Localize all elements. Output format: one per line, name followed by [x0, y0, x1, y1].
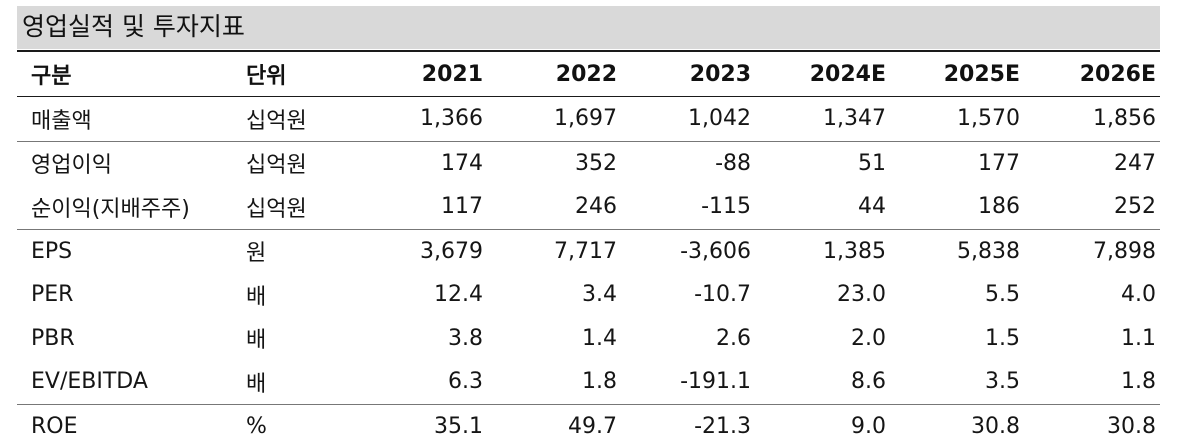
table-row: EPS 원 3,679 7,717 -3,606 1,385 5,838 7,8… — [17, 228, 1160, 273]
value-cell: 30.8 — [1024, 403, 1160, 448]
value-cell: 3.4 — [582, 282, 617, 308]
value-cell: 1.5 — [985, 325, 1020, 351]
value-cell: 1.8 — [1121, 369, 1156, 395]
value-cell: 352 — [487, 140, 621, 185]
value-cell: 5.5 — [985, 282, 1020, 308]
value-cell: 1,697 — [554, 106, 617, 132]
value-cell: 3,679 — [342, 228, 487, 273]
value-cell: -3,606 — [621, 228, 755, 273]
table-row: 매출액 십억원 1,366 1,697 1,042 1,347 1,570 1,… — [17, 97, 1160, 142]
value-cell: -21.3 — [621, 403, 755, 448]
row-unit: 배 — [246, 284, 267, 310]
value-cell: -88 — [621, 140, 755, 185]
value-cell: 117 — [441, 194, 483, 220]
value-cell: 2.0 — [851, 325, 886, 351]
value-cell: 3.8 — [448, 325, 483, 351]
value-cell: 30.8 — [890, 403, 1024, 448]
value-cell: 186 — [978, 194, 1020, 220]
row-label: EV/EBITDA — [31, 369, 148, 395]
value-cell: 177 — [890, 140, 1024, 185]
value-cell: 6.3 — [448, 369, 483, 395]
value-cell: 174 — [342, 140, 487, 185]
value-cell: 5,838 — [890, 228, 1024, 273]
value-cell: 51 — [755, 140, 890, 185]
row-label: PBR — [31, 325, 75, 351]
value-cell: 1,042 — [688, 106, 751, 132]
header-unit: 단위 — [230, 50, 342, 97]
row-unit: 원 — [230, 228, 342, 273]
table-title: 영업실적 및 투자지표 — [17, 6, 1160, 49]
row-unit: 십억원 — [246, 196, 307, 222]
value-cell: 9.0 — [755, 403, 890, 448]
row-label: 영업이익 — [17, 140, 230, 185]
row-label: EPS — [17, 228, 230, 273]
header-year: 2021 — [342, 50, 487, 97]
value-cell: 44 — [858, 194, 886, 220]
value-cell: 1.8 — [582, 369, 617, 395]
value-cell: 7,898 — [1024, 228, 1160, 273]
value-cell: 252 — [1114, 194, 1156, 220]
header-year: 2022 — [487, 50, 621, 97]
value-cell: 1,385 — [755, 228, 890, 273]
row-label: ROE — [17, 403, 230, 448]
table-row: EV/EBITDA 배 6.3 1.8 -191.1 8.6 3.5 1.8 — [17, 360, 1160, 404]
value-cell: 246 — [575, 194, 617, 220]
value-cell: 1.1 — [1121, 325, 1156, 351]
header-year: 2023 — [621, 50, 755, 97]
value-cell: -115 — [701, 194, 751, 220]
value-cell: 49.7 — [487, 403, 621, 448]
row-label: PER — [31, 282, 74, 308]
table-row: 영업이익 십억원 174 352 -88 51 177 247 — [17, 140, 1160, 185]
value-cell: 8.6 — [851, 369, 886, 395]
financial-table: 구분 단위 2021 2022 2023 2024E 2025E 2026E 매… — [17, 50, 1160, 448]
value-cell: 3.5 — [985, 369, 1020, 395]
value-cell: 1,347 — [823, 106, 886, 132]
header-year: 2024E — [755, 50, 890, 97]
value-cell: -191.1 — [680, 369, 751, 395]
header-category: 구분 — [17, 50, 230, 97]
row-unit: 십억원 — [246, 108, 307, 134]
value-cell: 1,570 — [957, 106, 1020, 132]
row-unit: 배 — [246, 328, 267, 354]
value-cell: 35.1 — [342, 403, 487, 448]
value-cell: 2.6 — [716, 325, 751, 351]
table-row: ROE % 35.1 49.7 -21.3 9.0 30.8 30.8 — [17, 403, 1160, 448]
table-row: PBR 배 3.8 1.4 2.6 2.0 1.5 1.1 — [17, 317, 1160, 361]
row-unit: 배 — [246, 371, 267, 397]
value-cell: 1,366 — [420, 106, 483, 132]
table-row: PER 배 12.4 3.4 -10.7 23.0 5.5 4.0 — [17, 273, 1160, 317]
row-label: 순이익(지배주주) — [31, 196, 190, 222]
row-unit: % — [230, 403, 342, 448]
value-cell: 1,856 — [1093, 106, 1156, 132]
row-unit: 십억원 — [230, 140, 342, 185]
value-cell: -10.7 — [694, 282, 751, 308]
value-cell: 247 — [1024, 140, 1160, 185]
value-cell: 12.4 — [434, 282, 483, 308]
value-cell: 4.0 — [1121, 282, 1156, 308]
header-year: 2025E — [890, 50, 1024, 97]
header-year: 2026E — [1024, 50, 1160, 97]
value-cell: 23.0 — [837, 282, 886, 308]
value-cell: 7,717 — [487, 228, 621, 273]
row-label: 매출액 — [31, 108, 92, 134]
value-cell: 1.4 — [582, 325, 617, 351]
header-row: 구분 단위 2021 2022 2023 2024E 2025E 2026E — [17, 50, 1160, 97]
table-row: 순이익(지배주주) 십억원 117 246 -115 44 186 252 — [17, 185, 1160, 229]
